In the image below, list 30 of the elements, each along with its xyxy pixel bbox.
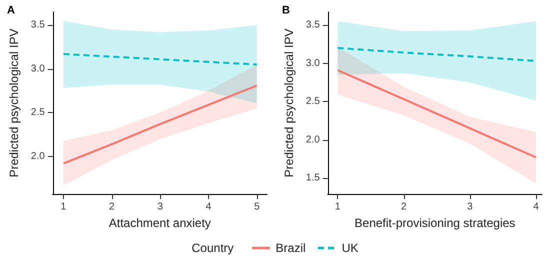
x-tick-label: 3 [467,202,474,213]
y-axis-title: Predicted psychological IPV [282,28,296,178]
legend-title: Country [192,241,234,255]
x-tick-label: 4 [533,202,540,213]
y-tick-label: 2.5 [30,107,46,118]
chart-title: A [7,4,15,16]
line-series [62,53,258,66]
line-series [62,84,258,164]
legend-label: UK [342,241,358,255]
y-tick-label: 3.0 [306,58,320,69]
x-axis-title: Benefit-provisioning strategies [354,216,516,230]
y-axis-title: Predicted psychological IPV [7,28,21,178]
legend-label: Brazil [276,241,306,255]
x-tick-label: 3 [157,202,164,213]
x-tick-label: 4 [206,202,212,213]
x-tick-label: 1 [334,202,341,213]
x-tick-label: 2 [109,202,116,213]
y-tick-label: 2.0 [30,150,46,162]
x-tick-label: 1 [60,202,67,213]
y-tick-label: 3.5 [306,20,320,31]
line-series [336,69,538,158]
y-tick-label: 2.5 [306,96,320,108]
y-tick-label: 2.0 [306,134,320,146]
x-tick-label: 2 [401,202,408,213]
y-tick-label: 3.5 [30,20,46,31]
y-tick-label: 3.0 [30,63,46,74]
x-tick-label: 5 [254,202,260,213]
x-axis-title: Attachment anxiety [108,216,211,230]
y-tick-label: 1.5 [306,172,320,184]
chart-title: B [282,4,290,16]
